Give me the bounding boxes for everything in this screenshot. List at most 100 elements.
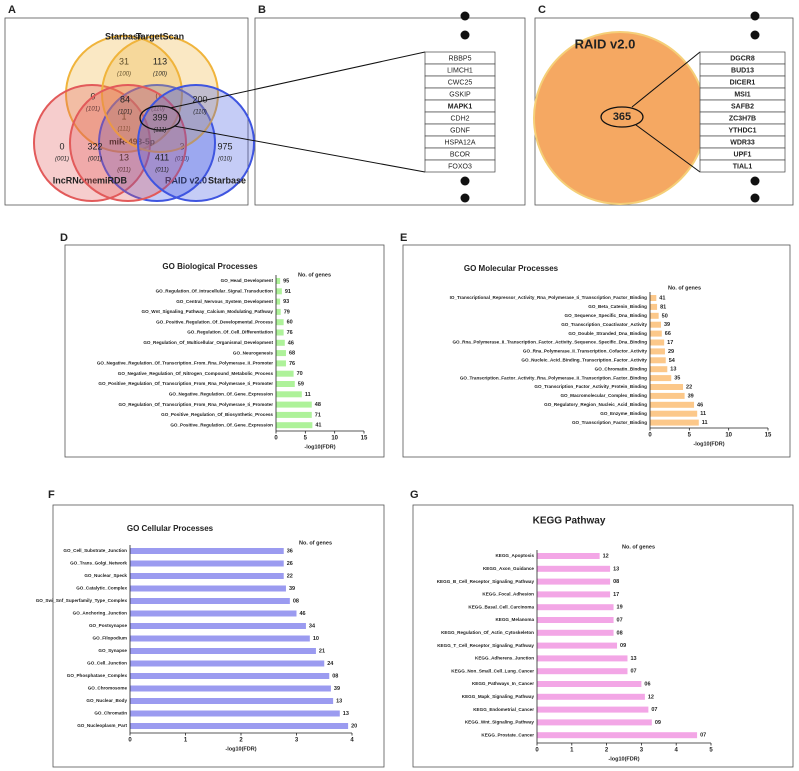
gene-count: 79 [284, 309, 290, 315]
x-axis-label: -log10(FDR) [304, 444, 335, 450]
region-code: (110) [193, 110, 207, 116]
panel-frame [254, 17, 526, 206]
gene-count: 11 [702, 420, 708, 426]
ellipsis-dot [750, 11, 760, 21]
category-label: KEGG_T_Cell_Receptor_Signaling_Pathway [437, 643, 534, 648]
x-tick-label: 3 [295, 738, 299, 744]
bar [537, 553, 600, 559]
set-label: RAID v2.0 [575, 36, 636, 51]
gene-count: 22 [686, 384, 692, 390]
gene-count: 17 [667, 340, 673, 346]
highlight-oval [600, 106, 644, 128]
bar [130, 673, 330, 679]
bar [276, 288, 282, 295]
region-count: 365 [613, 111, 631, 123]
gene-name: GSKIP [449, 91, 471, 98]
x-tick-label: 3 [640, 748, 644, 754]
gene-count: 13 [630, 656, 636, 662]
bar [650, 401, 695, 408]
panel-frame [412, 504, 794, 768]
category-label: GO_Chromatin [94, 711, 127, 716]
category-label: GO_Synapse [98, 648, 127, 653]
gene-count: 17 [613, 592, 619, 598]
ellipsis-dot [460, 193, 470, 203]
bar [276, 370, 294, 377]
gene-count: 20 [351, 723, 357, 729]
connector [631, 51, 701, 108]
bar [537, 642, 618, 649]
connector [173, 125, 426, 173]
bar [276, 411, 312, 418]
gene-count: 39 [289, 586, 295, 592]
bar [537, 719, 652, 726]
gene-name: BCOR [450, 151, 470, 158]
ellipsis-dot [460, 176, 470, 186]
category-label: GO_Rna_Polymerase_Ii_Transcription_Facto… [452, 340, 647, 345]
category-label: GO_Regulatory_Region_Nucleic_Acid_Bindin… [544, 402, 647, 407]
set-circle [137, 84, 255, 202]
region-code: (011) [155, 168, 169, 174]
x-axis-label: -log10(FDR) [608, 756, 639, 762]
gene-name: RBBP5 [449, 55, 472, 62]
chart-title: GO Cellular Processes [127, 524, 214, 533]
category-label: KEGG_Pathways_In_Cancer [472, 681, 534, 686]
gene-count: 08 [332, 673, 338, 679]
region-count: 411 [155, 152, 169, 162]
panel-letter: C [538, 4, 546, 16]
gene-count: 09 [655, 720, 661, 726]
gene-cell [424, 159, 496, 173]
highlight-oval [139, 105, 181, 131]
category-label: GO_Double_Stranded_Dna_Binding [568, 331, 647, 336]
category-label: GO_Negative_Regulation_Of_Transcription_… [97, 361, 273, 366]
gene-count: 36 [287, 548, 293, 554]
center-label: miR-493-5p [109, 136, 155, 146]
x-tick-label: 1 [184, 738, 188, 744]
x-tick-label: 0 [274, 436, 278, 442]
category-label: GO_Transcription_Factor_Binding [572, 420, 647, 425]
set-circle [98, 84, 216, 202]
bar [537, 591, 611, 598]
bar [276, 401, 312, 408]
region-count: 0 [155, 91, 160, 101]
x-tick-label: 5 [304, 436, 308, 442]
category-label: GO_Transcription_Factor_Activity_Protein… [534, 384, 647, 389]
region-count: 1 [121, 111, 126, 121]
gene-count: 13 [613, 566, 619, 572]
gene-count: 08 [613, 579, 619, 585]
gene-name: UPF1 [734, 151, 752, 158]
gene-name: HSPA12A [445, 139, 476, 146]
bar [650, 321, 662, 328]
x-tick-label: 15 [765, 433, 772, 439]
bar [650, 330, 662, 337]
region-count: 13 [119, 152, 129, 162]
gene-count: 19 [617, 605, 623, 611]
gene-count: 41 [315, 423, 321, 429]
region-code: (001) [55, 157, 69, 163]
gene-name: LIMCH1 [447, 67, 473, 74]
gene-name: MAPK1 [448, 103, 473, 110]
category-label: KEGG_Prostate_Cancer [481, 732, 534, 737]
category-label: GO_Beta_Catenin_Binding [588, 304, 647, 309]
category-label: GO_Regulation_Of_Multicellular_Organisma… [143, 340, 273, 345]
ellipsis-dot [460, 30, 470, 40]
bar [650, 392, 685, 399]
gene-count: 07 [651, 707, 657, 713]
region-code: (110) [151, 107, 165, 113]
bar [276, 350, 286, 357]
gene-count: 39 [664, 322, 670, 328]
category-label: GO_Nucleic_Acid_Binding_Transcription_Fa… [521, 358, 647, 363]
gene-name: SAFB2 [731, 103, 754, 110]
connector [169, 51, 426, 109]
bar [650, 348, 665, 355]
gene-count: 09 [620, 643, 626, 649]
gene-count: 70 [297, 371, 303, 377]
chart-title: GO Biological Processes [162, 262, 258, 271]
bar [130, 698, 334, 704]
bar [650, 419, 699, 426]
bar [650, 295, 657, 301]
gene-count: 11 [305, 392, 311, 398]
bar [276, 422, 313, 429]
category-label: KEGG_Basal_Cell_Carcinoma [468, 604, 534, 609]
x-tick-label: 0 [128, 738, 132, 744]
